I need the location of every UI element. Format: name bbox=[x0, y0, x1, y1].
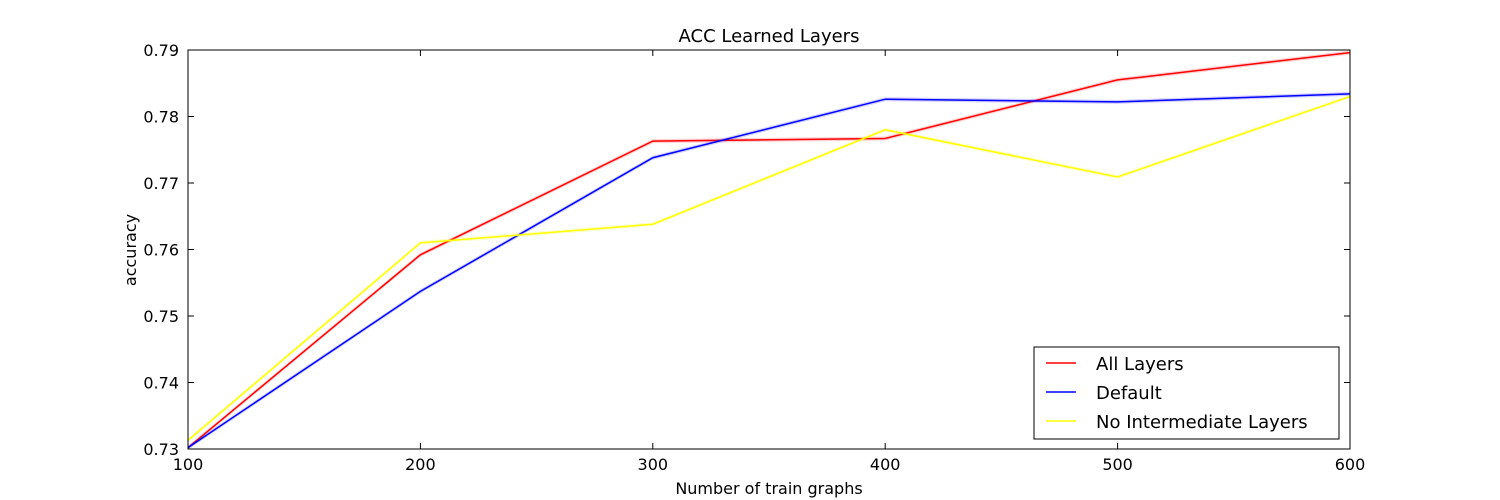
legend-label: Default bbox=[1096, 383, 1162, 404]
x-tick-label: 300 bbox=[638, 455, 669, 474]
legend-label: All Layers bbox=[1096, 354, 1184, 375]
y-axis-label: accuracy bbox=[121, 214, 140, 286]
series-line-1 bbox=[187, 93, 1351, 449]
x-tick-label: 400 bbox=[870, 455, 901, 474]
legend: All Layers Default No Intermediate Layers bbox=[1033, 346, 1340, 440]
series-line-0 bbox=[187, 51, 1351, 449]
y-tick-label: 0.76 bbox=[143, 241, 179, 260]
x-tick-label: 100 bbox=[173, 455, 204, 474]
axis-ticks: 100 200 300 400 500 600 0.73 0.74 0.75 0.76 0.77 0.… bbox=[143, 41, 1365, 474]
x-axis-label: Number of train graphs bbox=[675, 479, 862, 498]
legend-box bbox=[1033, 346, 1340, 440]
x-tick-label: 600 bbox=[1335, 455, 1366, 474]
y-tick-label: 0.75 bbox=[143, 307, 179, 326]
chart-title: ACC Learned Layers bbox=[679, 26, 860, 47]
x-tick-label: 500 bbox=[1102, 455, 1133, 474]
y-tick-label: 0.74 bbox=[143, 374, 179, 393]
y-tick-label: 0.78 bbox=[143, 108, 179, 127]
y-tick-label: 0.79 bbox=[143, 41, 179, 60]
legend-label: No Intermediate Layers bbox=[1096, 412, 1308, 433]
series-lines bbox=[187, 50, 1351, 450]
y-tick-label: 0.73 bbox=[143, 440, 179, 459]
series-line-2 bbox=[187, 95, 1351, 441]
x-tick-label: 200 bbox=[405, 455, 436, 474]
y-tick-label: 0.77 bbox=[143, 174, 179, 193]
